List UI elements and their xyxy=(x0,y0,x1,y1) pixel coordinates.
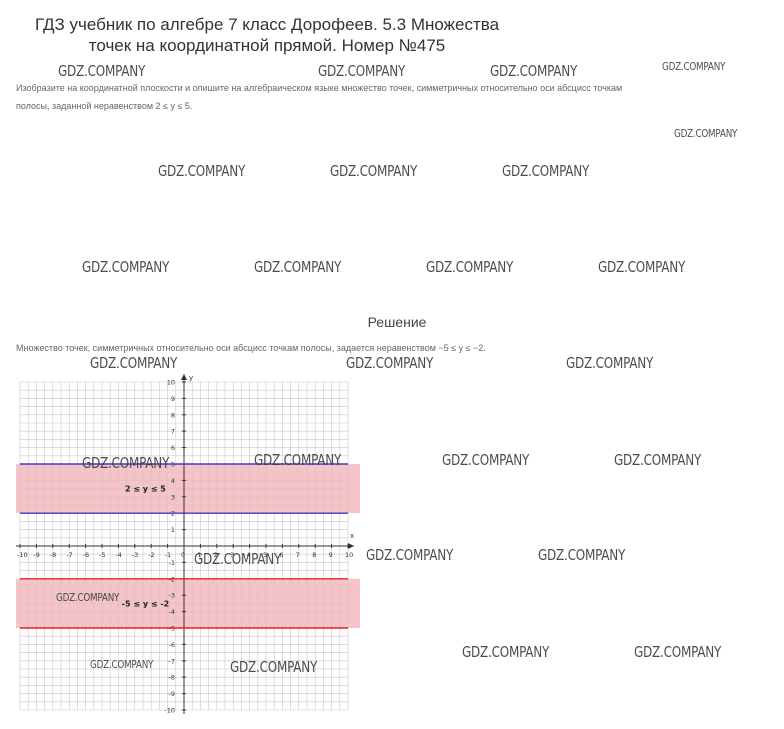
solution-heading: Решение xyxy=(367,314,427,330)
x-tick-label: 3 xyxy=(230,551,234,559)
y-axis-arrow xyxy=(181,374,187,380)
y-tick-label: -10 xyxy=(164,707,175,715)
y-tick-label: 3 xyxy=(171,493,175,501)
x-tick-label: 7 xyxy=(296,551,300,559)
x-tick-label: -8 xyxy=(50,551,56,559)
band-lower-label: -5 ≤ y ≤ -2 xyxy=(122,599,170,608)
task-line-1: Изобразите на координатной плоскости и о… xyxy=(16,83,623,93)
x-tick-label: 9 xyxy=(329,551,333,559)
watermark: GDZ.COMPANY xyxy=(598,258,686,276)
y-tick-label: -6 xyxy=(169,641,175,649)
x-tick-label: 1 xyxy=(197,551,201,559)
x-tick-label: -3 xyxy=(132,551,138,559)
x-tick-label: -4 xyxy=(115,551,121,559)
watermark: GDZ.COMPANY xyxy=(614,451,702,469)
x-tick-label: -9 xyxy=(33,551,39,559)
x-tick-label: -6 xyxy=(83,551,89,559)
solution-text: Множество точек, симметричных относитель… xyxy=(16,343,486,353)
watermark: GDZ.COMPANY xyxy=(346,354,434,372)
x-tick-label: 4 xyxy=(247,551,251,559)
watermark: GDZ.COMPANY xyxy=(502,162,590,180)
x-tick-label: 0 xyxy=(181,551,185,559)
y-tick-label: 4 xyxy=(171,477,175,485)
watermark: GDZ.COMPANY xyxy=(254,451,342,469)
watermark: GDZ.COMPANY xyxy=(426,258,514,276)
x-tick-label: 8 xyxy=(312,551,316,559)
y-tick-label: -8 xyxy=(169,674,175,682)
y-tick-label: 1 xyxy=(171,526,175,534)
coordinate-plane: x y -10 -9 -8 -7 -6 -5 -4 -3 -2 -1 0 1 2 3 4 5 6 7 8 9 10 10 9 8 7… xyxy=(14,366,370,719)
x-axis-label: x xyxy=(350,532,354,540)
page-title: ГДЗ учебник по алгебре 7 класс Дорофеев.… xyxy=(0,14,534,56)
watermark: GDZ.COMPANY xyxy=(662,60,726,73)
watermark: GDZ.COMPANY xyxy=(674,127,738,140)
x-tick-label: -10 xyxy=(17,551,28,559)
watermark: GDZ.COMPANY xyxy=(566,354,654,372)
y-tick-label: -3 xyxy=(169,592,175,600)
y-tick-label: 8 xyxy=(171,411,175,419)
y-tick-label: -7 xyxy=(169,657,175,665)
title-line-2: точек на координатной прямой. Номер №475 xyxy=(88,36,446,55)
watermark: GDZ.COMPANY xyxy=(158,162,246,180)
watermark: GDZ.COMPANY xyxy=(82,258,170,276)
x-tick-label: 5 xyxy=(263,551,267,559)
x-tick-label: 10 xyxy=(345,551,353,559)
watermark: GDZ.COMPANY xyxy=(90,658,154,671)
x-tick-label: 6 xyxy=(279,551,283,559)
y-tick-label: 10 xyxy=(167,379,175,387)
coordinate-plane-svg: xy-10 -9 -8 -7 -6 -5 -4 -3 -2 -1 0 1 2 3 4 5 6 7 8 9 1010987… xyxy=(16,374,360,715)
x-tick-label: -2 xyxy=(148,551,154,559)
x-tick-label: -5 xyxy=(99,551,105,559)
y-axis-label: y xyxy=(189,374,193,382)
watermark: GDZ.COMPANY xyxy=(194,550,282,568)
watermark: GDZ.COMPANY xyxy=(318,62,406,80)
band-upper-label: 2 ≤ y ≤ 5 xyxy=(125,485,166,494)
task-statement: Изобразите на координатной плоскости и о… xyxy=(16,75,776,119)
y-tick-label: -9 xyxy=(169,690,175,698)
x-tick-label: 2 xyxy=(214,551,218,559)
watermark: GDZ.COMPANY xyxy=(462,643,550,661)
title-line-1: ГДЗ учебник по алгебре 7 класс Дорофеев.… xyxy=(34,15,500,34)
watermark: GDZ.COMPANY xyxy=(366,546,454,564)
y-tick-label: 7 xyxy=(171,428,175,436)
task-line-2: полосы, заданной неравенством 2 ≤ y ≤ 5. xyxy=(16,101,193,111)
watermark: GDZ.COMPANY xyxy=(490,62,578,80)
watermark: GDZ.COMPANY xyxy=(82,454,170,472)
watermark: GDZ.COMPANY xyxy=(538,546,626,564)
watermark: GDZ.COMPANY xyxy=(90,354,178,372)
y-tick-label: -4 xyxy=(169,608,175,616)
y-tick-label: -1 xyxy=(169,559,175,567)
watermark: GDZ.COMPANY xyxy=(56,591,120,604)
y-tick-label: 6 xyxy=(171,444,175,452)
watermark: GDZ.COMPANY xyxy=(442,451,530,469)
x-axis-arrow xyxy=(348,543,354,549)
watermark: GDZ.COMPANY xyxy=(330,162,418,180)
y-tick-label: 9 xyxy=(171,395,175,403)
watermark: GDZ.COMPANY xyxy=(230,658,318,676)
x-tick-label: -1 xyxy=(165,551,171,559)
watermark: GDZ.COMPANY xyxy=(634,643,722,661)
watermark: GDZ.COMPANY xyxy=(254,258,342,276)
watermark: GDZ.COMPANY xyxy=(58,62,146,80)
x-tick-label: -7 xyxy=(66,551,72,559)
